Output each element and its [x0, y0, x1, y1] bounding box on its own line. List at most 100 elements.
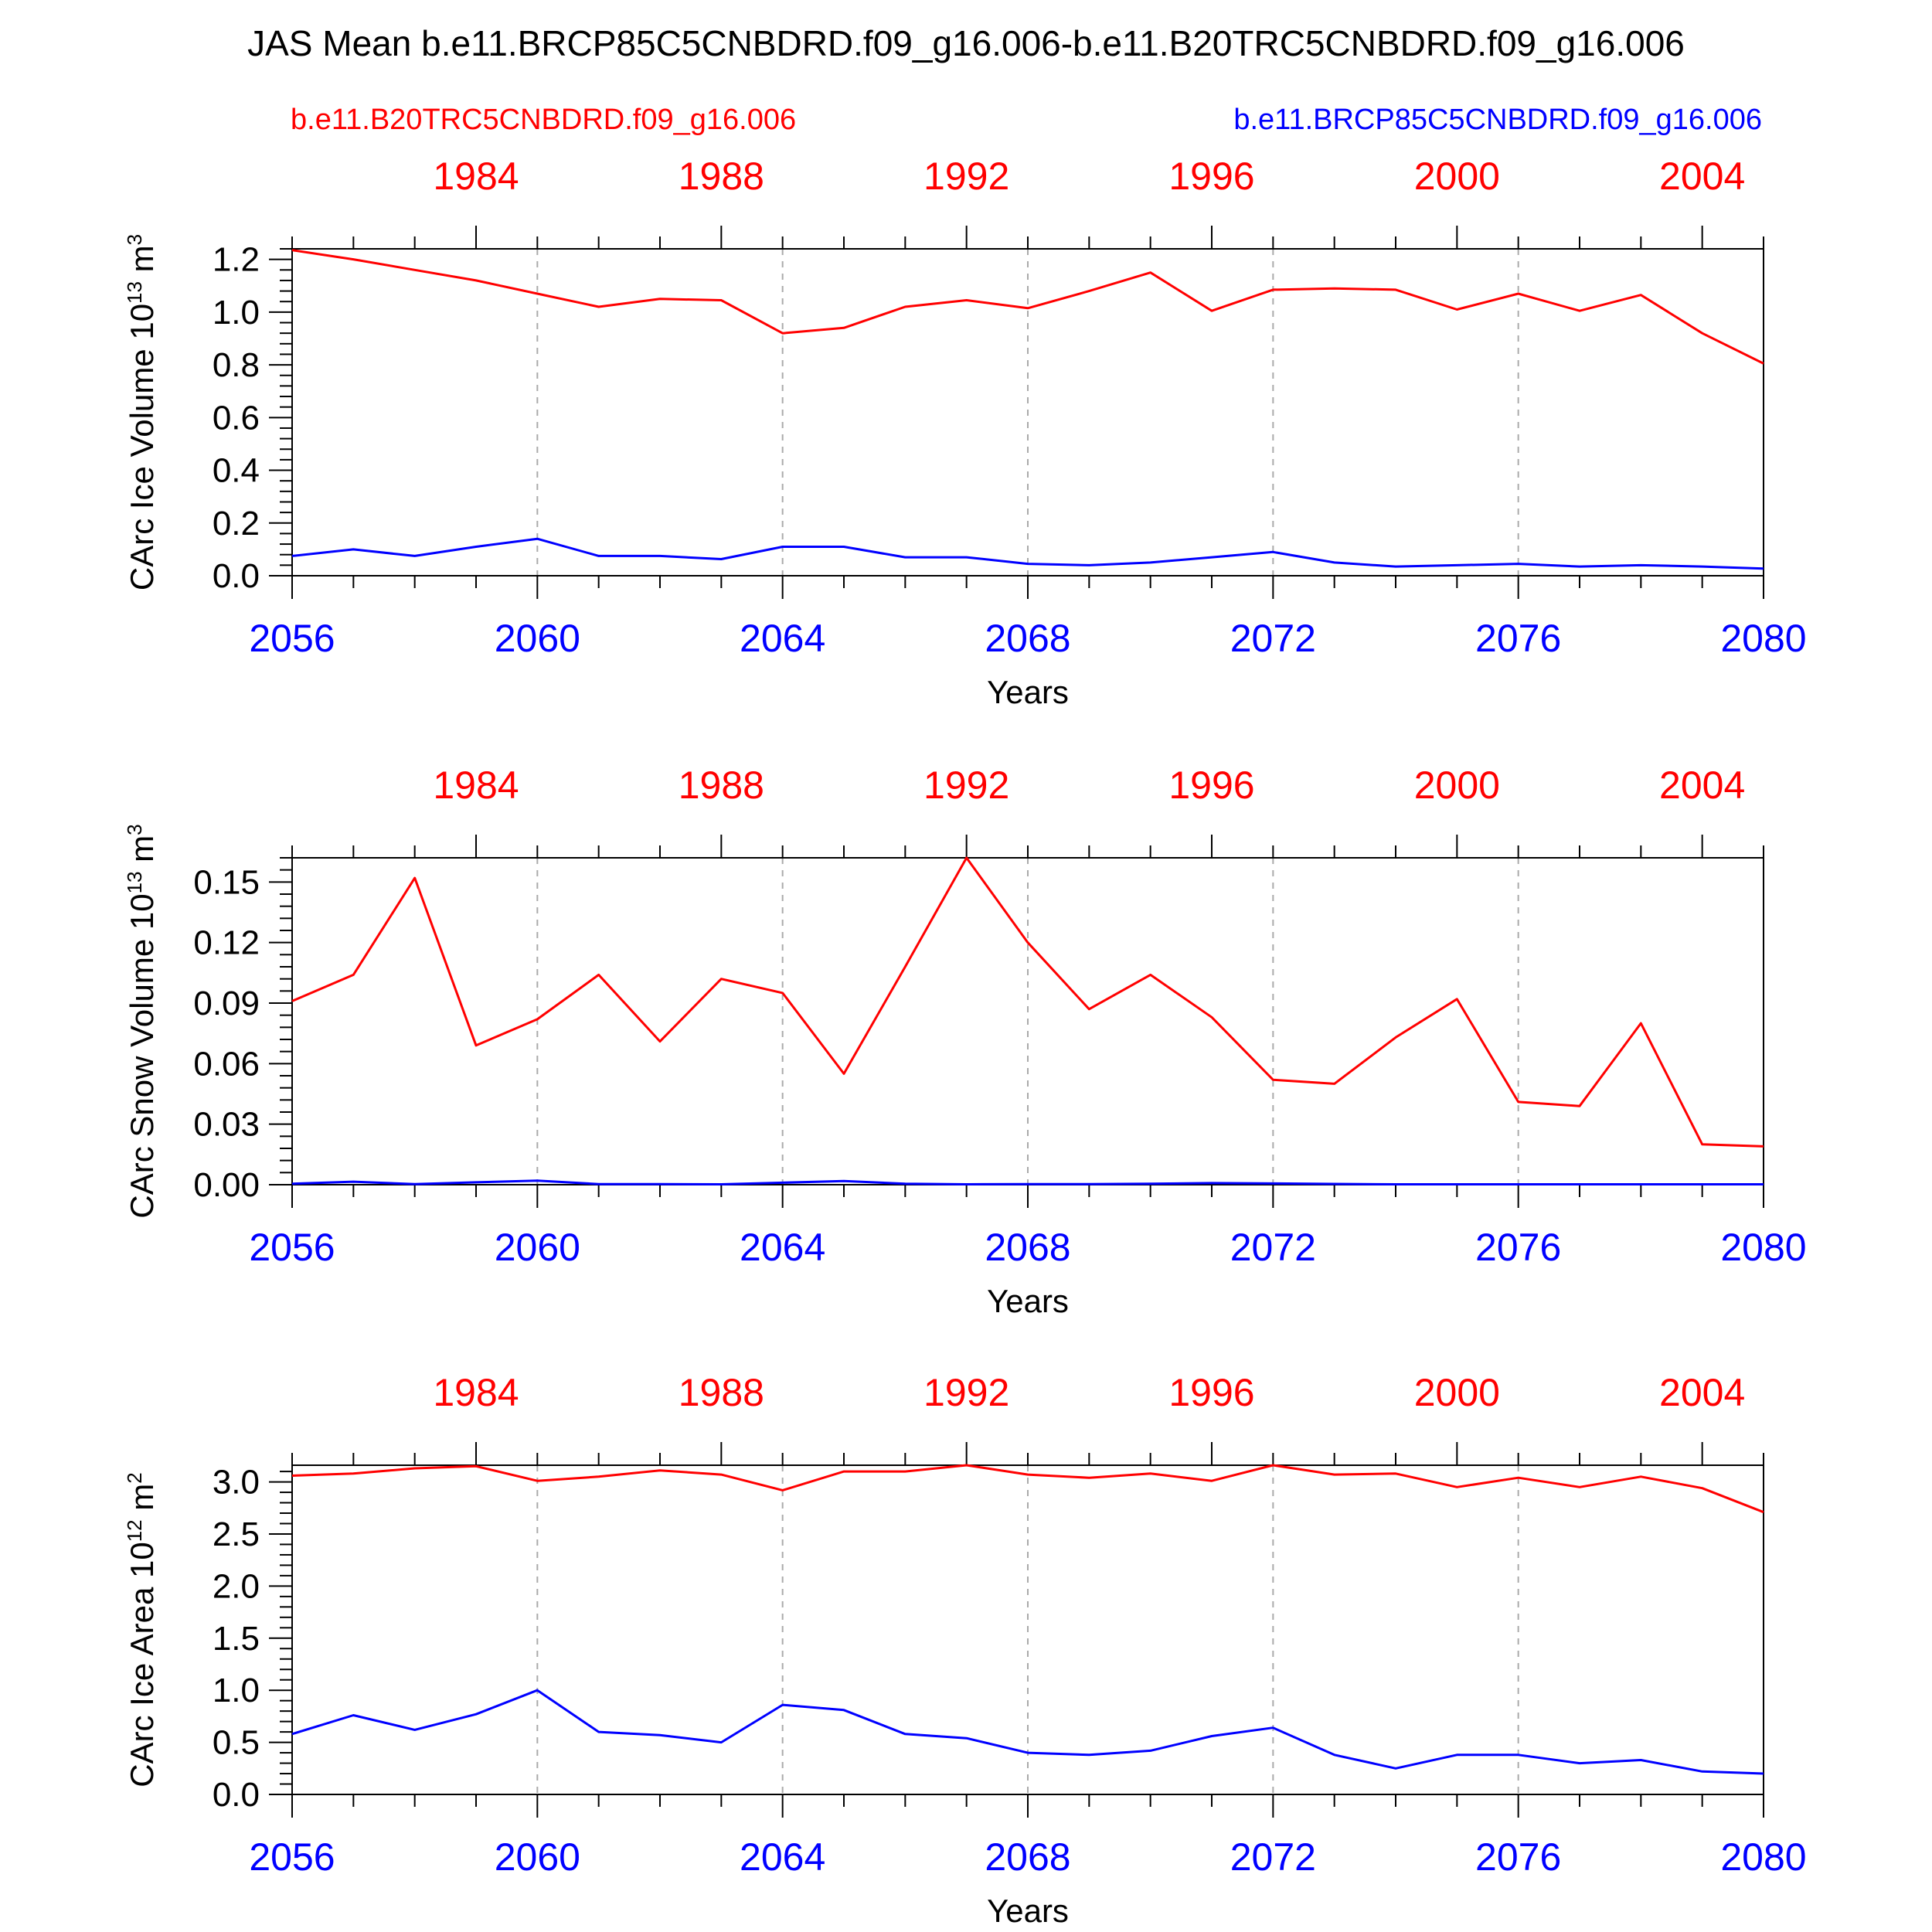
series-line-blue — [291, 1689, 1764, 1775]
x-top-tick-label: 2004 — [1659, 155, 1745, 198]
y-tick-label: 1.2 — [213, 241, 260, 279]
x-top-tick-label: 2000 — [1414, 155, 1500, 198]
legend-left-label: b.e11.B20TRC5CNBDRD.f09_g16.006 — [291, 104, 796, 136]
series-line-red — [291, 1464, 1764, 1514]
y-tick-label: 0.03 — [193, 1106, 260, 1144]
x-axis-label: Years — [987, 1893, 1069, 1929]
y-axis-label: CArc Snow Volume 1013 m3 — [123, 824, 160, 1218]
x-bottom-tick-label: 2076 — [1475, 617, 1561, 660]
x-bottom-tick-label: 2056 — [249, 617, 335, 660]
y-tick-label: 0.8 — [213, 346, 260, 384]
x-top-tick-label: 1996 — [1168, 764, 1254, 807]
y-axis-label: CArc Ice Volume 1013 m3 — [123, 234, 160, 590]
panel-3: 0.0 0.5 1.0 1.5 2.0 2.5 3.0 2056 2060 2064 2068 207… — [123, 1371, 1807, 1929]
y-tick-label: 1.0 — [213, 1672, 260, 1709]
x-bottom-tick-label: 2060 — [495, 617, 580, 660]
x-bottom-tick-label: 2072 — [1230, 617, 1316, 660]
x-bottom-tick-label: 2060 — [495, 1226, 580, 1269]
y-axis-unit-tail: m — [124, 245, 160, 272]
y-axis-unit-base: 10 — [124, 304, 160, 340]
y-tick-label: 3.0 — [213, 1464, 260, 1502]
y-tick-label: 1.5 — [213, 1620, 260, 1658]
y-axis-label-name: CArc Ice Volume — [124, 349, 160, 590]
series-line-blue — [291, 537, 1764, 570]
x-bottom-tick-label: 2064 — [740, 1226, 825, 1269]
panels-group: 0.0 0.2 0.4 0.6 0.8 1.0 1.2 2056 2060 2064 2068 207… — [123, 155, 1807, 1929]
y-tick-label: 1.0 — [213, 294, 260, 332]
x-bottom-tick-label: 2068 — [985, 1835, 1070, 1879]
x-bottom-tick-label: 2068 — [985, 1226, 1070, 1269]
y-axis-unit-exponent: 13 — [123, 872, 146, 894]
x-bottom-tick-label: 2064 — [740, 1835, 825, 1879]
x-top-tick-label: 1988 — [679, 155, 764, 198]
y-tick-label: 2.0 — [213, 1567, 260, 1605]
x-bottom-tick-label: 2056 — [249, 1835, 335, 1879]
y-tick-label: 0.5 — [213, 1724, 260, 1762]
x-bottom-tick-label: 2080 — [1720, 617, 1806, 660]
x-bottom-tick-label: 2072 — [1230, 1226, 1316, 1269]
y-tick-label: 0.00 — [193, 1166, 260, 1204]
y-axis-unit-exponent: 13 — [123, 281, 146, 304]
panel-2: 0.00 0.03 0.06 0.09 0.12 0.15 2056 2060 2064 2068… — [123, 764, 1807, 1319]
x-bottom-tick-label: 2080 — [1720, 1226, 1806, 1269]
y-axis-unit-tail: m — [124, 1484, 160, 1511]
y-axis-label-space — [124, 1578, 160, 1587]
figure-title: JAS Mean b.e11.BRCP85C5CNBDRD.f09_g16.00… — [247, 23, 1685, 63]
y-axis-label-space — [124, 862, 160, 872]
plot-frame — [291, 248, 1764, 577]
series-line-red — [291, 856, 1764, 1148]
x-bottom-tick-label: 2076 — [1475, 1835, 1561, 1879]
y-tick-label: 0.0 — [213, 557, 260, 595]
x-bottom-tick-label: 2072 — [1230, 1835, 1316, 1879]
x-top-tick-label: 1996 — [1168, 1371, 1254, 1414]
x-bottom-tick-label: 2076 — [1475, 1226, 1561, 1269]
y-axis-label: CArc Ice Area 1012 m2 — [123, 1472, 160, 1787]
series-line-red — [291, 249, 1764, 365]
x-top-tick-label: 1984 — [433, 155, 519, 198]
x-top-tick-label: 2004 — [1659, 764, 1745, 807]
y-axis-label-space — [124, 340, 160, 349]
y-tick-label: 0.15 — [193, 863, 260, 901]
y-tick-label: 0.0 — [213, 1776, 260, 1814]
x-top-tick-label: 1984 — [433, 1371, 519, 1414]
x-top-tick-label: 1988 — [679, 764, 764, 807]
x-top-tick-label: 1992 — [923, 155, 1009, 198]
y-axis-unit-exponent: 12 — [123, 1519, 146, 1542]
legend-right-label: b.e11.BRCP85C5CNBDRD.f09_g16.006 — [1233, 104, 1762, 136]
y-tick-label: 0.09 — [193, 985, 260, 1022]
x-top-tick-label: 2004 — [1659, 1371, 1745, 1414]
series-line-blue — [291, 1179, 1764, 1185]
y-tick-label: 0.6 — [213, 399, 260, 437]
y-axis-label-space — [124, 272, 160, 281]
x-top-tick-label: 1984 — [433, 764, 519, 807]
x-top-tick-label: 1992 — [923, 1371, 1009, 1414]
y-axis-unit-base: 10 — [124, 893, 160, 930]
y-tick-label: 0.4 — [213, 452, 260, 490]
y-tick-label: 0.12 — [193, 924, 260, 962]
x-top-tick-label: 2000 — [1414, 764, 1500, 807]
y-axis-label-space — [124, 1511, 160, 1520]
y-tick-label: 0.2 — [213, 505, 260, 543]
y-tick-label: 0.06 — [193, 1045, 260, 1083]
panel-1: 0.0 0.2 0.4 0.6 0.8 1.0 1.2 2056 2060 2064 2068 207… — [123, 155, 1807, 710]
y-axis-unit-tail-exponent: 3 — [123, 824, 146, 835]
x-top-tick-label: 2000 — [1414, 1371, 1500, 1414]
x-top-tick-label: 1992 — [923, 764, 1009, 807]
y-axis-label-space — [124, 930, 160, 939]
y-axis-unit-tail-exponent: 2 — [123, 1472, 146, 1483]
x-bottom-tick-label: 2080 — [1720, 1835, 1806, 1879]
x-axis-label: Years — [987, 674, 1069, 710]
x-axis-label: Years — [987, 1283, 1069, 1319]
y-axis-label-name: CArc Ice Area — [124, 1587, 160, 1787]
x-top-tick-label: 1996 — [1168, 155, 1254, 198]
x-bottom-tick-label: 2056 — [249, 1226, 335, 1269]
y-tick-label: 2.5 — [213, 1515, 260, 1553]
y-axis-unit-tail: m — [124, 835, 160, 862]
plot-frame — [291, 1464, 1764, 1795]
y-axis-label-name: CArc Snow Volume — [124, 939, 160, 1219]
y-axis-unit-base: 10 — [124, 1542, 160, 1578]
y-axis-unit-tail-exponent: 3 — [123, 234, 146, 245]
x-top-tick-label: 1988 — [679, 1371, 764, 1414]
x-bottom-tick-label: 2068 — [985, 617, 1070, 660]
